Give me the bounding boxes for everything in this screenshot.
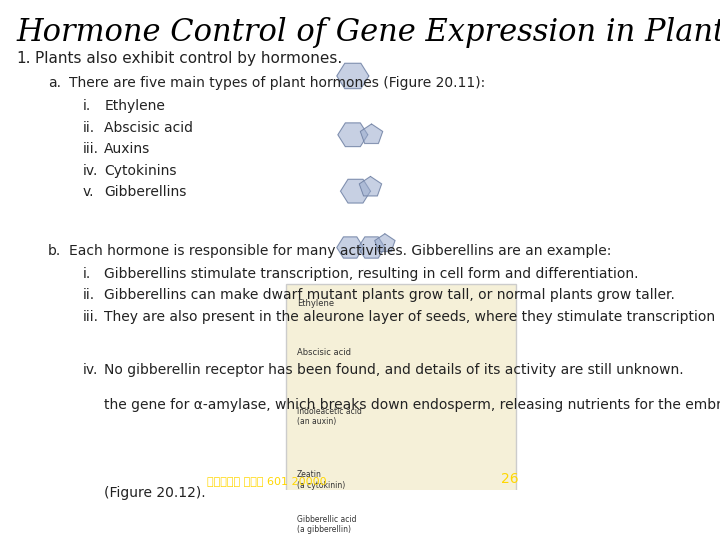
Text: Abscisic acid: Abscisic acid xyxy=(104,120,193,134)
Text: They are also present in the aleurone layer of seeds, where they stimulate trans: They are also present in the aleurone la… xyxy=(104,310,720,324)
Text: the gene for α-amylase, which breaks down endosperm, releasing nutrients for the: the gene for α-amylase, which breaks dow… xyxy=(104,398,720,412)
Polygon shape xyxy=(358,237,385,258)
Text: a.: a. xyxy=(48,76,61,90)
Text: Abscisic acid: Abscisic acid xyxy=(297,348,351,357)
Text: i.: i. xyxy=(83,267,91,281)
Polygon shape xyxy=(337,63,369,89)
Text: Gibberellins stimulate transcription, resulting in cell form and differentiation: Gibberellins stimulate transcription, re… xyxy=(104,267,639,281)
Text: Gibberellins can make dwarf mutant plants grow tall, or normal plants grow talle: Gibberellins can make dwarf mutant plant… xyxy=(104,288,675,302)
Text: (Figure 20.12).: (Figure 20.12). xyxy=(104,486,206,500)
Text: Ethylene: Ethylene xyxy=(104,99,165,113)
Text: There are five main types of plant hormones (Figure 20.11):: There are five main types of plant hormo… xyxy=(70,76,486,90)
Text: ii.: ii. xyxy=(83,120,95,134)
Text: ii.: ii. xyxy=(83,288,95,302)
Text: Hormone Control of Gene Expression in Plants: Hormone Control of Gene Expression in Pl… xyxy=(16,17,720,48)
Text: Indoleacetic acid
(an auxin): Indoleacetic acid (an auxin) xyxy=(297,407,361,426)
Text: b.: b. xyxy=(48,244,61,258)
Text: 台大醫黎系 道嘉學 601 20000: 台大醫黎系 道嘉學 601 20000 xyxy=(207,476,327,486)
Polygon shape xyxy=(338,123,368,147)
Text: Ethylene: Ethylene xyxy=(297,299,334,308)
Text: iii.: iii. xyxy=(83,142,99,156)
Polygon shape xyxy=(337,237,364,258)
Text: 26: 26 xyxy=(501,472,518,486)
Polygon shape xyxy=(374,234,395,252)
Text: Each hormone is responsible for many activities. Gibberellins are an example:: Each hormone is responsible for many act… xyxy=(70,244,612,258)
Polygon shape xyxy=(359,177,382,196)
Polygon shape xyxy=(360,124,383,144)
Text: Plants also exhibit control by hormones.: Plants also exhibit control by hormones. xyxy=(35,51,342,66)
Text: No gibberellin receptor has been found, and details of its activity are still un: No gibberellin receptor has been found, … xyxy=(104,363,684,377)
FancyBboxPatch shape xyxy=(286,284,516,540)
Text: v.: v. xyxy=(83,185,94,199)
Text: Zeatin
(a cytokinin): Zeatin (a cytokinin) xyxy=(297,470,345,490)
Text: iii.: iii. xyxy=(83,310,99,324)
Text: iv.: iv. xyxy=(83,363,98,377)
Text: 1.: 1. xyxy=(16,51,30,66)
Text: iv.: iv. xyxy=(83,164,98,178)
Text: Gibberellic acid
(a gibberellin): Gibberellic acid (a gibberellin) xyxy=(297,515,356,534)
Text: Gibberellins: Gibberellins xyxy=(104,185,186,199)
Text: Auxins: Auxins xyxy=(104,142,150,156)
Text: Cytokinins: Cytokinins xyxy=(104,164,176,178)
Text: i.: i. xyxy=(83,99,91,113)
Polygon shape xyxy=(341,179,371,203)
